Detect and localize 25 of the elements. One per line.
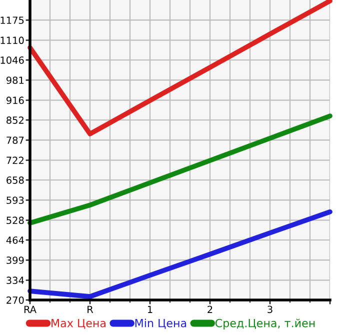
y-tick-label: 270	[6, 296, 24, 304]
y-tick-label: 1175	[0, 16, 24, 24]
y-tick-label: 464	[6, 236, 24, 244]
y-tick-label: 787	[6, 136, 24, 144]
y-tick-label: 658	[6, 176, 24, 184]
y-tick-label: 593	[6, 196, 24, 204]
line-series	[28, 0, 332, 136]
y-tick-label: 528	[6, 216, 24, 224]
x-tick-label: RA	[24, 306, 36, 313]
y-tick-label: 399	[6, 256, 24, 264]
line-series	[28, 114, 332, 226]
y-tick-label: 1046	[0, 56, 24, 64]
x-tick-label: 3	[268, 306, 272, 314]
y-tick-label: 1110	[0, 36, 24, 44]
y-tick-label: 722	[6, 156, 24, 164]
x-tick-label: 1	[148, 306, 152, 313]
x-tick-label: 2	[208, 306, 212, 313]
y-tick-label: 981	[6, 76, 24, 84]
legend-label: Сред.Цена, т.йен	[215, 318, 315, 330]
y-tick-label: 916	[6, 96, 24, 104]
legend-label: Min Цена	[135, 318, 186, 329]
legend-label: Max Цена	[52, 319, 106, 329]
x-tick-label: R	[88, 306, 94, 313]
y-tick-label: 852	[6, 116, 24, 124]
y-tick-label: 334	[6, 276, 24, 284]
